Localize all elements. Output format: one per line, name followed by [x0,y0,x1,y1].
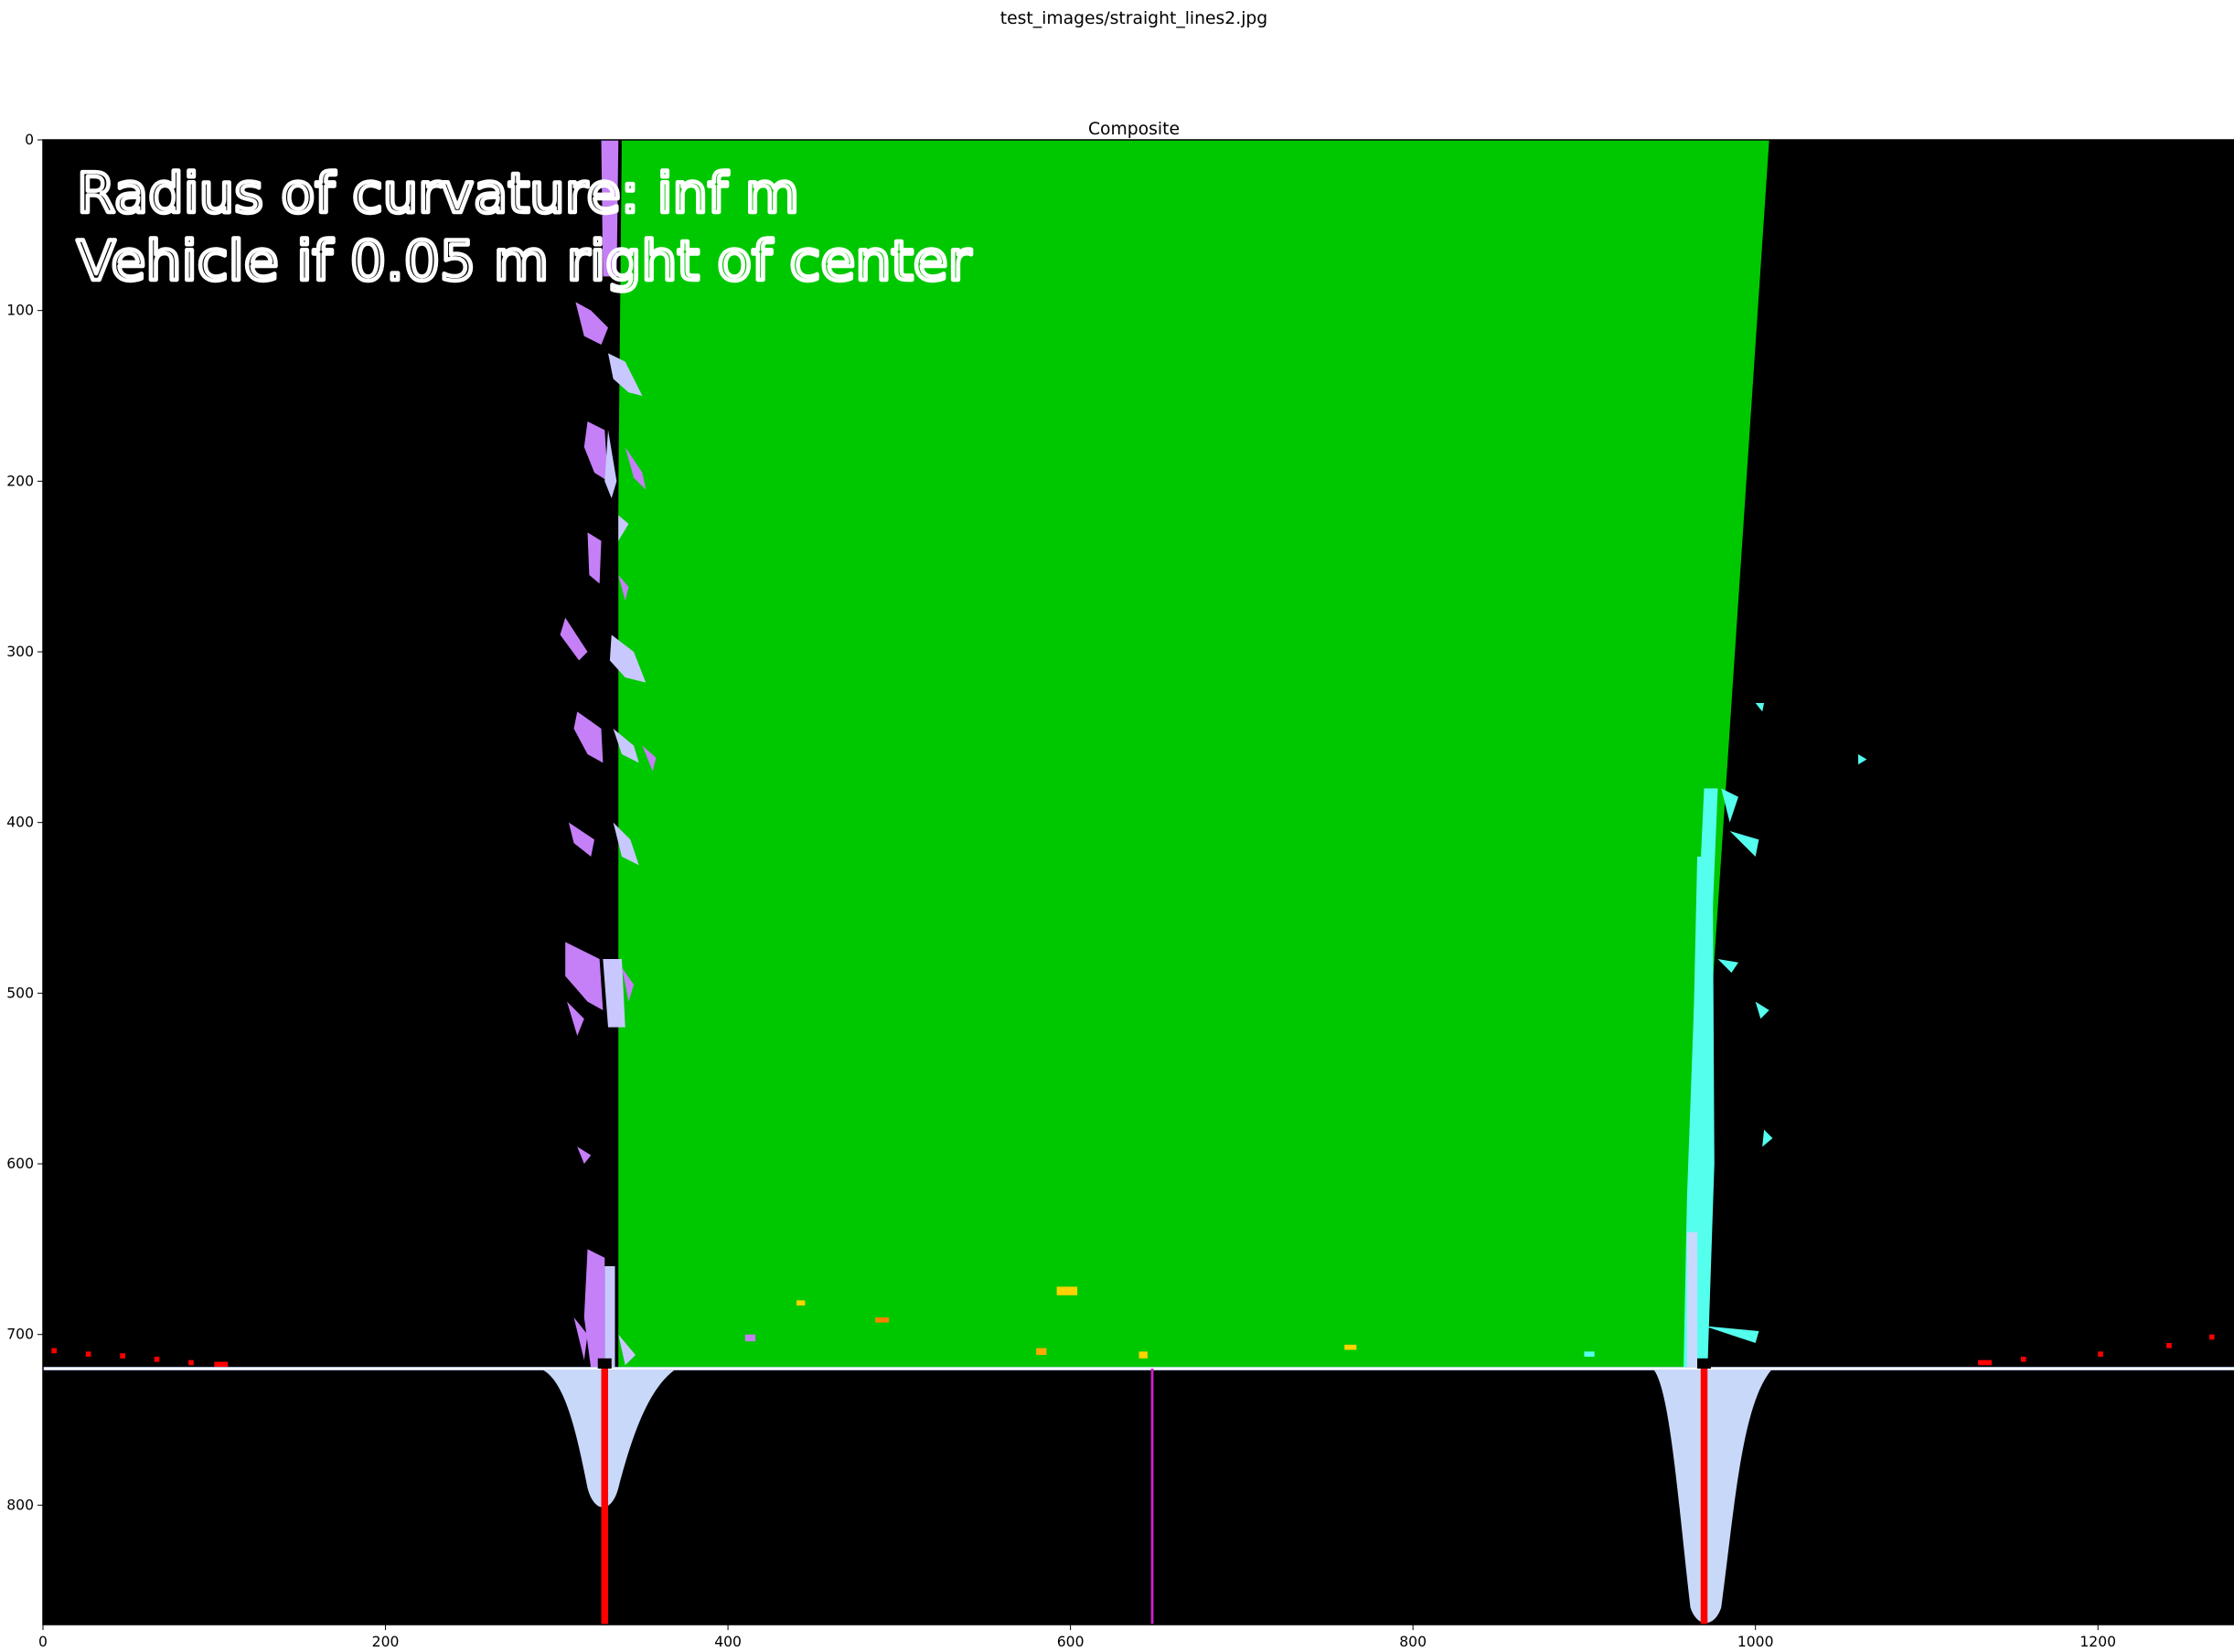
axes-title: Composite [1088,120,1180,139]
right-lane-base-marker [1700,1369,1708,1625]
left-lane-base-cap [597,1358,612,1370]
y-tick-label: 800 [6,1497,34,1513]
x-axis: 0 200 400 600 800 1000 1200 [38,1625,2116,1650]
x-tick-label: 800 [1399,1634,1427,1650]
left-lane-base-marker [601,1369,608,1625]
road-artifacts [744,1286,1595,1359]
x-tick-label: 600 [1057,1634,1085,1650]
left-lane-pixels [560,140,657,1370]
right-histogram-peak [1652,1369,1773,1624]
histogram-baseline [43,1368,2234,1370]
y-tick-label: 400 [6,815,34,831]
x-tick-label: 400 [714,1634,742,1650]
image-center-marker [1150,1369,1154,1625]
y-tick-label: 700 [6,1327,34,1343]
y-tick-label: 100 [6,303,34,319]
image-area [43,140,2234,1625]
y-tick-label: 200 [6,473,34,489]
right-lane-base-cap [1697,1358,1712,1370]
y-axis: 0 100 200 300 400 500 600 700 800 [6,132,43,1513]
y-tick-label: 500 [6,985,34,1001]
lane-area [609,140,1769,1370]
x-tick-label: 0 [38,1634,48,1650]
right-lane-pixels [1684,703,1867,1370]
y-tick-label: 300 [6,644,34,660]
x-tick-label: 1000 [1737,1634,1774,1650]
y-tick-label: 0 [25,132,34,148]
offset-text: Vehicle if 0.05 m right of center [77,229,971,293]
y-tick-label: 600 [6,1156,34,1172]
x-tick-label: 200 [372,1634,400,1650]
x-tick-label: 1200 [2079,1634,2116,1650]
figure-suptitle: test_images/straight_lines2.jpg [1000,9,1267,28]
edge-dots [51,1334,2215,1368]
curvature-text: Radius of curvature: inf m [77,162,799,226]
axes-frame [42,139,2234,1625]
